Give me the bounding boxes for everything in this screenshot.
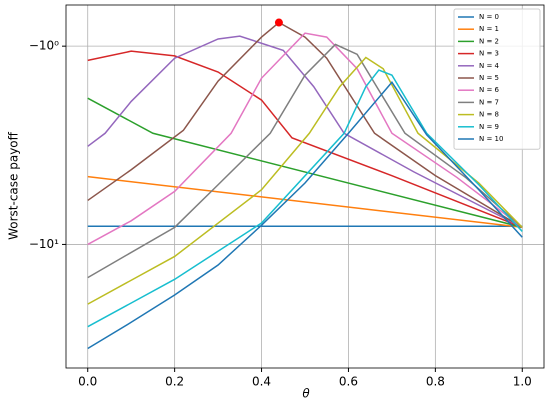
series-line (87, 175, 523, 229)
y-axis-label: Worst-case payoff (7, 131, 21, 240)
legend-label: N = 1 (479, 25, 499, 33)
legend-label: N = 8 (479, 111, 499, 119)
x-tick-label: 0.8 (426, 375, 445, 389)
series-line (87, 32, 523, 246)
legend-label: N = 0 (479, 13, 499, 21)
x-tick-label: 0.2 (165, 375, 184, 389)
x-tick-label: 1.0 (513, 375, 532, 389)
legend-label: N = 4 (479, 62, 500, 70)
legend: N = 0 N = 1 N = 2 N = 3 N = 4 N = 5 N = 6 N = 7… (453, 8, 541, 150)
legend-label: N = 5 (479, 74, 499, 82)
legend-box (453, 8, 541, 150)
x-tick-label: 0.0 (78, 375, 97, 389)
marker-point (274, 18, 283, 27)
y-tick-label: −10¹ (29, 237, 59, 251)
series-line (87, 50, 523, 229)
legend-label: N = 2 (479, 37, 499, 45)
series-line (87, 35, 523, 229)
y-tick-label: −10⁰ (29, 39, 59, 53)
series-line (87, 69, 523, 328)
x-tick-label: 0.6 (339, 375, 358, 389)
legend-label: N = 6 (479, 86, 500, 94)
series-line (87, 97, 523, 229)
legend-label: N = 7 (479, 98, 499, 106)
legend-label: N = 10 (479, 135, 503, 143)
series-line (87, 80, 523, 350)
x-axis-label: θ (302, 387, 310, 401)
x-tick-label: 0.4 (252, 375, 271, 389)
legend-label: N = 3 (479, 50, 499, 58)
legend-label: N = 9 (479, 123, 499, 131)
plot-frame (65, 4, 545, 369)
series-line (87, 43, 523, 279)
